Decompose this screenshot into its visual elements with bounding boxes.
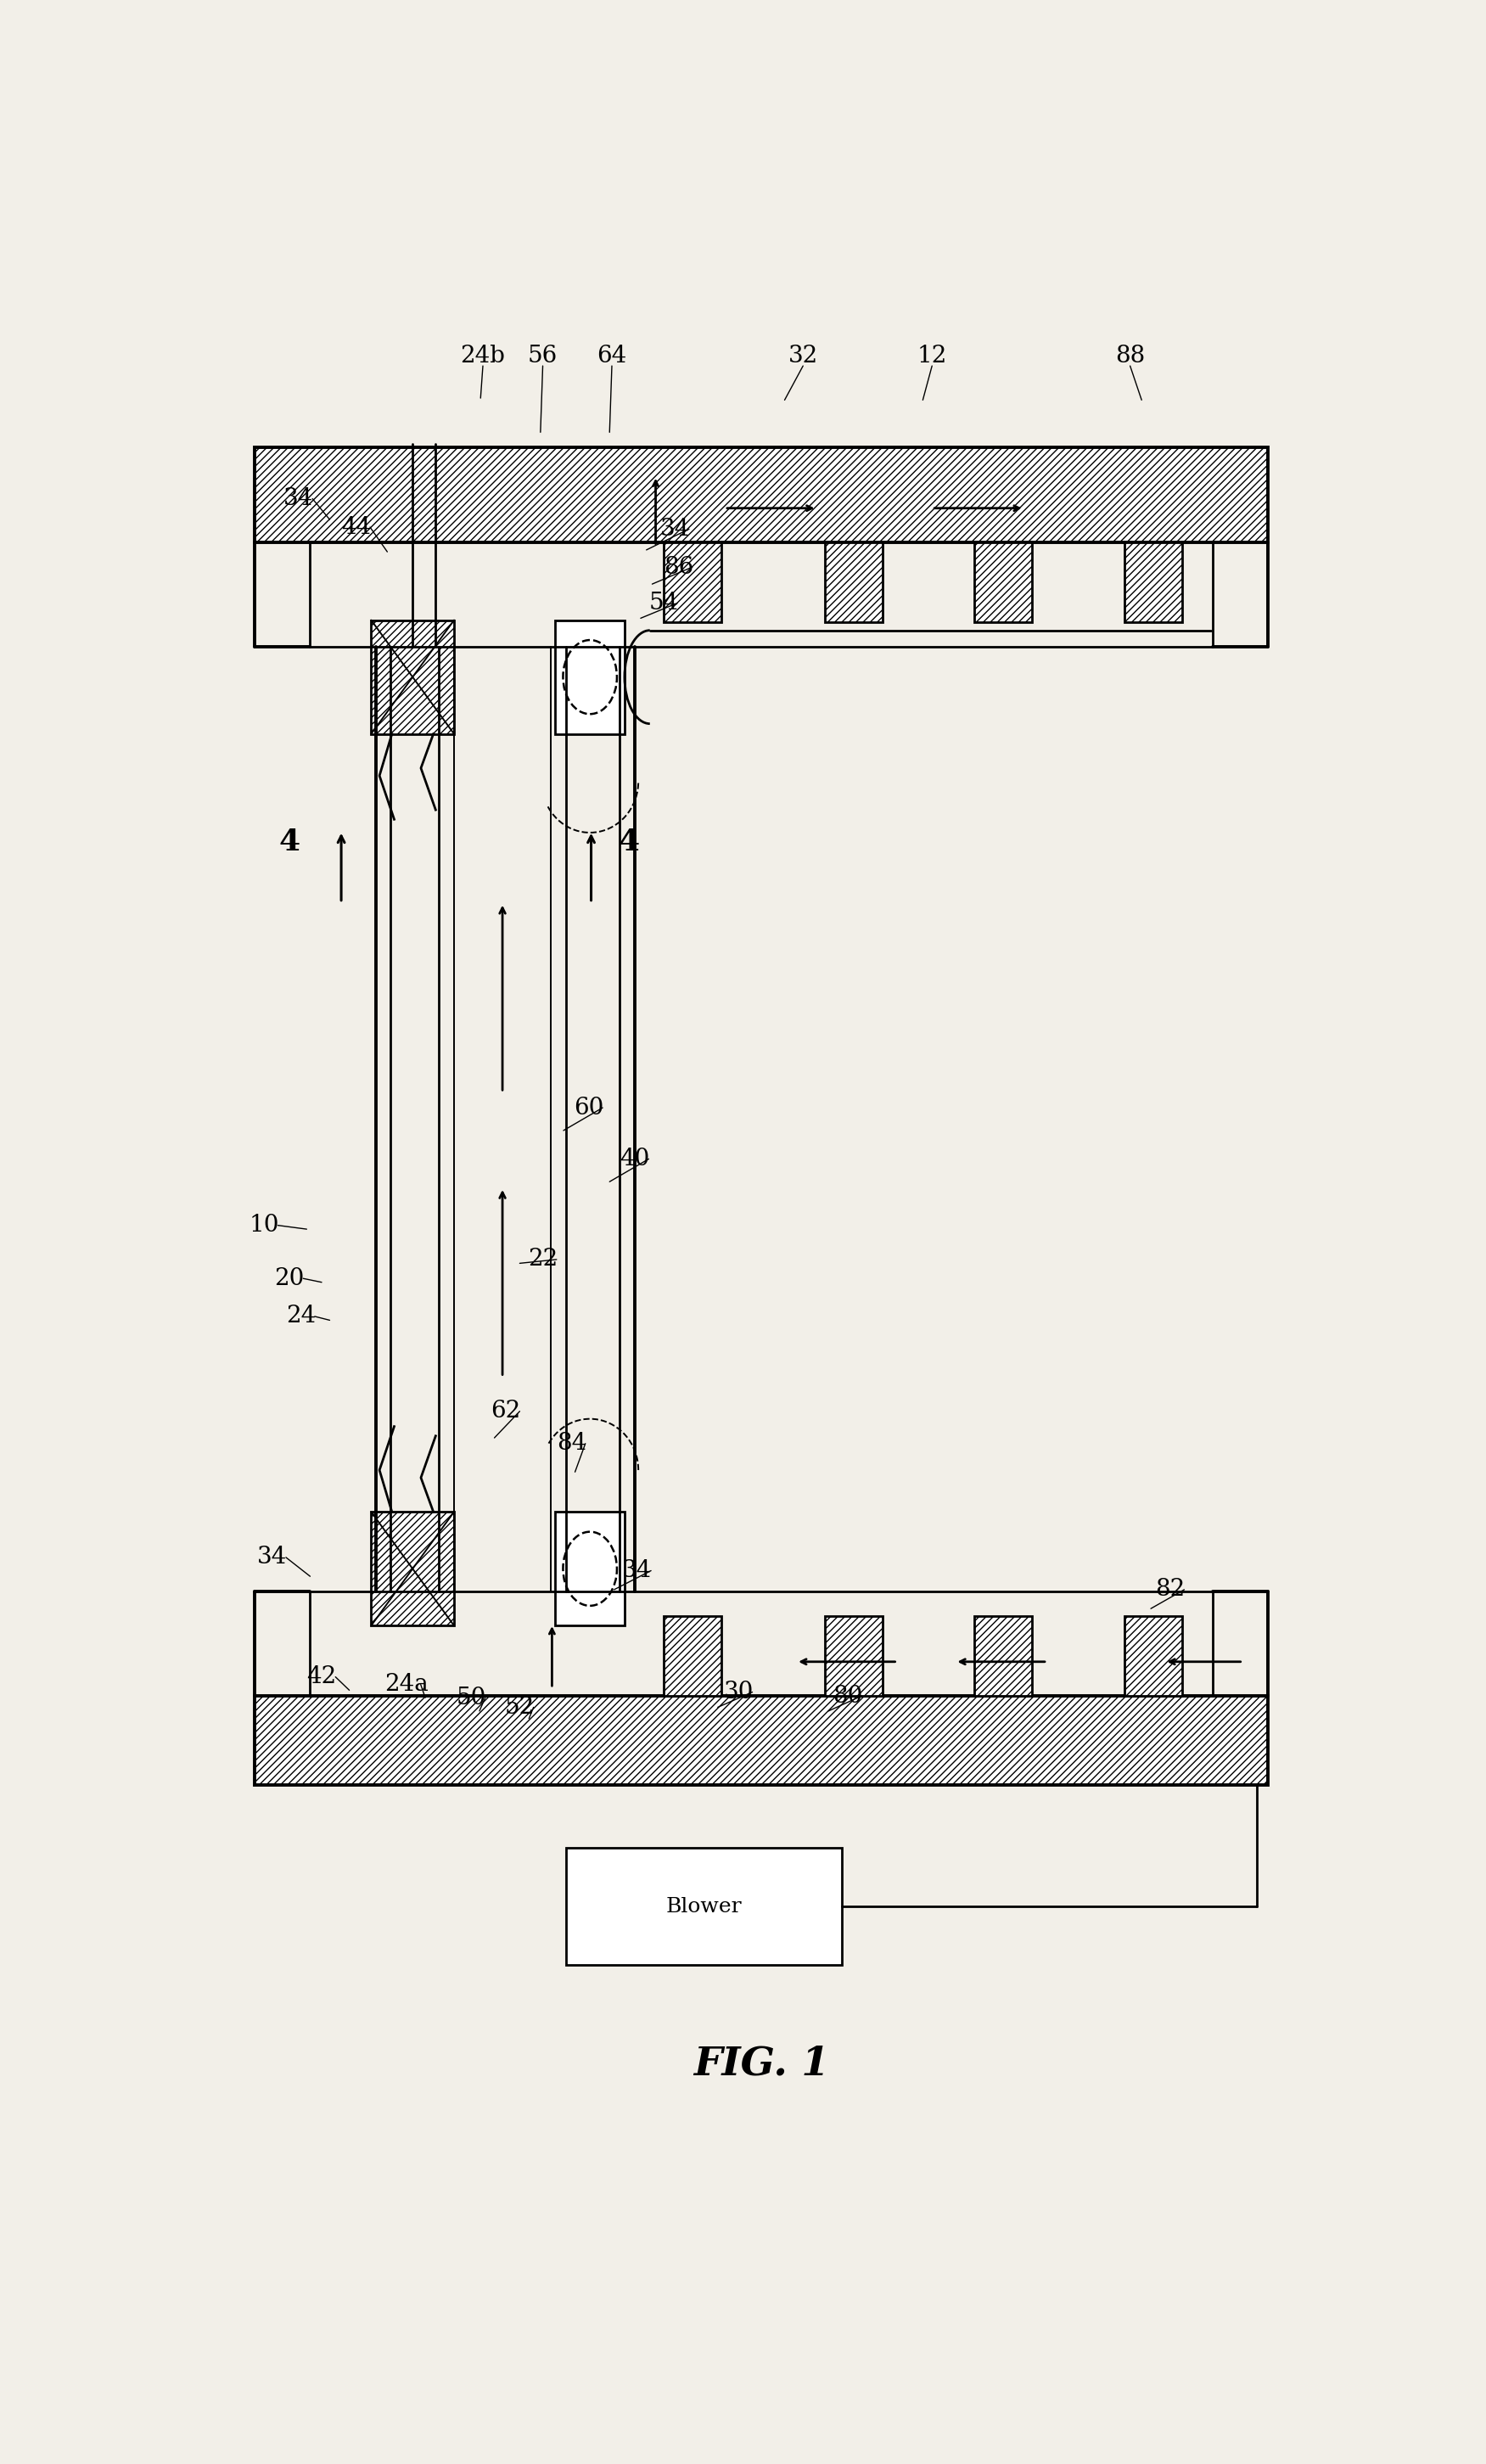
Text: 24: 24 [285,1306,317,1328]
Bar [256,448,1268,542]
Bar [1125,1616,1181,1695]
Bar [256,448,1268,542]
Bar [566,1848,843,1966]
Text: 34: 34 [284,488,314,510]
Text: 34: 34 [257,1545,287,1570]
Text: FIG. 1: FIG. 1 [694,2045,829,2085]
Bar [1125,542,1181,621]
Text: 22: 22 [528,1249,557,1271]
Bar [825,1616,883,1695]
Text: 10: 10 [250,1215,279,1237]
Bar [372,621,455,734]
Bar [664,542,721,621]
Bar [975,1616,1033,1695]
Text: 82: 82 [1156,1577,1186,1602]
Text: 64: 64 [597,345,627,367]
Text: 24b: 24b [461,345,505,367]
Bar [372,1513,455,1626]
Text: 34: 34 [660,517,690,540]
Text: 20: 20 [275,1266,305,1291]
Bar [556,1513,624,1626]
Bar [256,1695,1268,1784]
Text: 34: 34 [623,1560,652,1582]
Text: 50: 50 [456,1685,486,1710]
Text: 52: 52 [505,1695,535,1720]
Bar [825,542,883,621]
Bar [372,1513,455,1626]
Text: 42: 42 [306,1666,337,1688]
Text: 4: 4 [279,828,300,857]
Text: 30: 30 [724,1680,753,1703]
Bar [556,621,624,734]
Bar [975,542,1033,621]
Text: 56: 56 [528,345,557,367]
Text: 88: 88 [1114,345,1146,367]
Bar [825,542,883,621]
Text: 40: 40 [620,1148,649,1170]
Bar [664,542,721,621]
Text: 44: 44 [342,515,372,540]
Bar [825,1616,883,1695]
Text: 4: 4 [618,828,640,857]
Text: 80: 80 [834,1685,863,1708]
Text: 84: 84 [557,1432,587,1456]
Bar [664,1616,721,1695]
Text: 24a: 24a [385,1673,429,1695]
Bar [372,621,455,734]
Bar [256,1695,1268,1784]
Text: 62: 62 [490,1400,522,1422]
Text: 86: 86 [664,554,694,579]
Bar [1125,1616,1181,1695]
Bar [1125,542,1181,621]
Text: 12: 12 [917,345,947,367]
Text: 54: 54 [649,591,679,614]
Bar [975,1616,1033,1695]
Bar [664,1616,721,1695]
Text: 60: 60 [574,1096,603,1119]
Bar [975,542,1033,621]
Text: Blower: Blower [666,1897,742,1917]
Text: 32: 32 [788,345,817,367]
